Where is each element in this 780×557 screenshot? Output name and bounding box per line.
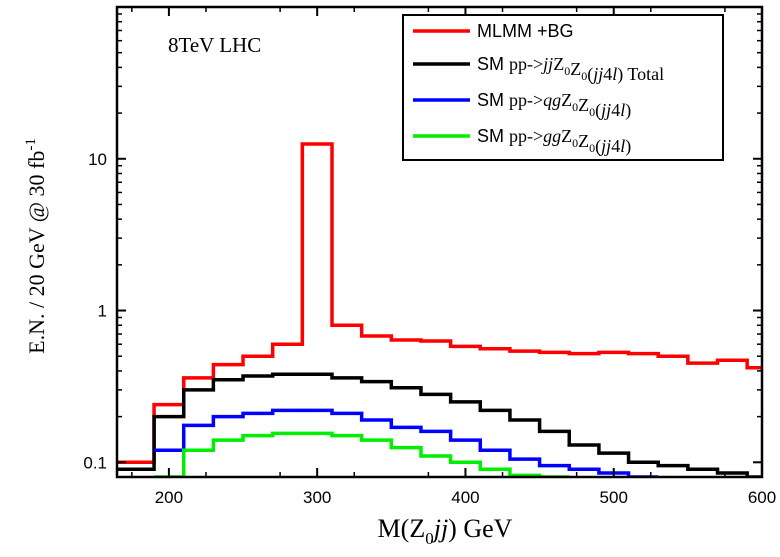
series-line-2 [154,408,659,477]
y-tick-label: 10 [88,150,107,169]
plot-frame [115,5,764,479]
legend-entry-3: SM pp->ggZ0Z0(jj4l) [477,126,631,157]
y-tick-label: 1 [98,302,107,321]
series-line-3 [154,431,570,477]
y-axis-label: E.N. / 20 GeV @ 30 fb-1 [23,138,49,354]
x-tick-label: 200 [155,488,183,507]
y-tick-label: 0.1 [83,453,107,472]
legend-entry-2: SM pp->qgZ0Z0(jj4l) [477,90,631,121]
series-line-1 [117,372,762,477]
x-tick-label: 600 [748,488,776,507]
x-tick-label: 500 [600,488,628,507]
x-tick-label: 300 [303,488,331,507]
series-line-0 [117,142,762,465]
x-tick-label: 400 [451,488,479,507]
legend-entry-1: SM pp->jjZ0Z0(jj4l) Total [477,54,664,85]
x-axis-label: M(Z0jj) GeV [378,514,513,548]
legend: MLMM +BG SM pp->jjZ0Z0(jj4l) Total SM pp->… [402,14,724,161]
legend-entry-0: MLMM +BG [477,21,574,41]
annotation-label: 8TeV LHC [168,33,261,57]
series-layer [117,142,762,477]
